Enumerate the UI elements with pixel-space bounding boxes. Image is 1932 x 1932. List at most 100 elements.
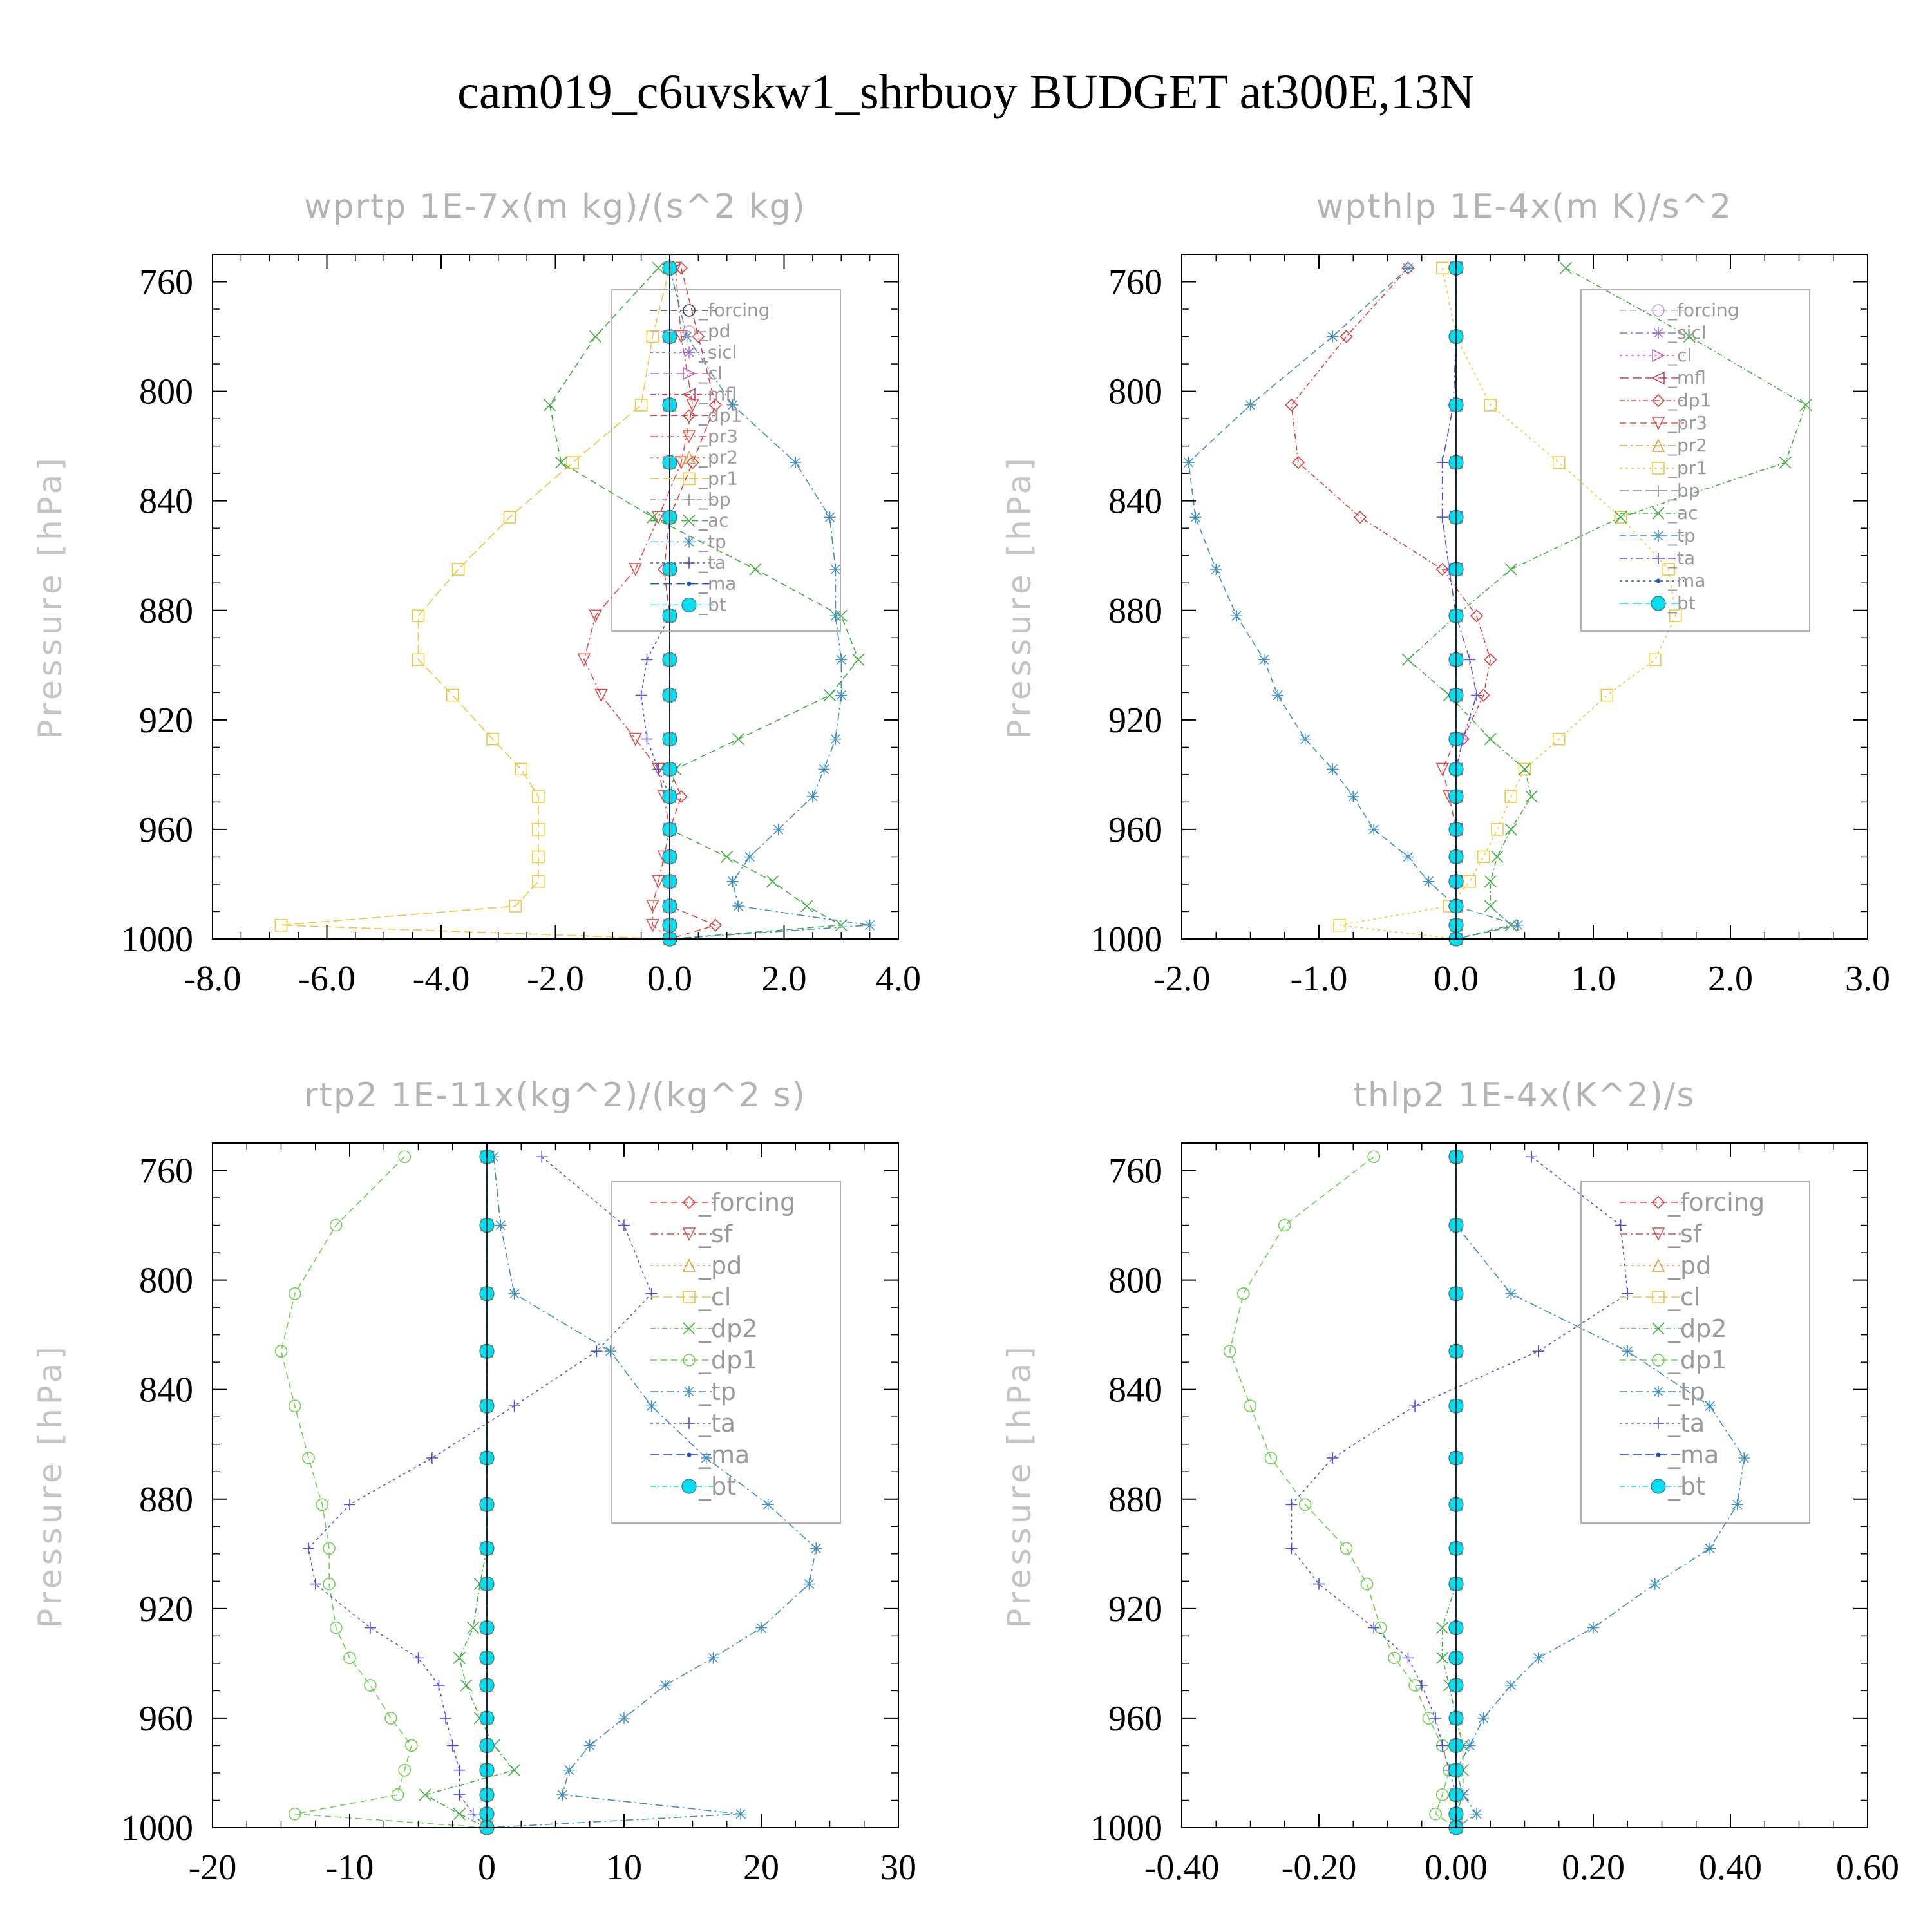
legend-label: _pr1 [698, 468, 738, 489]
data-point [1298, 1498, 1312, 1511]
data-point [1244, 1399, 1257, 1412]
data-point [398, 1763, 412, 1777]
x-tick-label: -8.0 [184, 959, 242, 999]
data-point [618, 1712, 630, 1724]
legend-label: _ta [698, 552, 726, 573]
data-point [566, 456, 579, 469]
legend-marker [1653, 327, 1664, 339]
data-point [806, 790, 819, 802]
legend-marker [682, 1195, 696, 1209]
legend-marker [683, 304, 696, 317]
y-tick-label: 960 [1108, 810, 1162, 850]
legend-marker [682, 430, 696, 444]
x-tick-label: -2.0 [527, 959, 584, 999]
data-point [1210, 563, 1222, 575]
data-point [652, 261, 665, 274]
x-tick-label: -10 [326, 1848, 374, 1888]
legend-label: _mfl [698, 384, 737, 405]
data-point [1552, 456, 1566, 469]
chart-panel: rtp2 1E-11x(kg^2)/(kg^2 s) Pressure [hPa]… [32, 1076, 916, 1888]
series-line [549, 267, 859, 940]
data-point [303, 1542, 315, 1555]
x-tick-label: 20 [743, 1848, 779, 1888]
data-point [1327, 330, 1339, 343]
data-point [674, 261, 688, 275]
legend-marker [1651, 439, 1665, 452]
data-point [1532, 1345, 1544, 1358]
data-point [532, 875, 545, 888]
data-point [659, 1679, 671, 1691]
data-point [316, 1498, 329, 1511]
data-point [1402, 851, 1414, 863]
legend-marker [1652, 1354, 1665, 1367]
data-point [829, 733, 842, 745]
data-point [1518, 762, 1531, 775]
data-point [1704, 1400, 1716, 1412]
data-point [1464, 654, 1476, 666]
data-point [391, 1788, 404, 1801]
legend-marker [682, 409, 696, 422]
data-point [772, 823, 784, 835]
series-line [280, 1156, 488, 1828]
data-point [1464, 1739, 1476, 1752]
panel-title: rtp2 1E-11x(kg^2)/(kg^2 s) [304, 1076, 806, 1115]
data-point [634, 399, 648, 412]
series-line [1188, 267, 1520, 940]
y-tick-label: 760 [1108, 1151, 1162, 1191]
data-point [829, 610, 842, 622]
data-point [1436, 1739, 1448, 1752]
legend-label: _tp [1667, 525, 1696, 546]
data-point [453, 1788, 466, 1801]
data-point [1327, 1452, 1339, 1464]
x-tick-label: 0.0 [1434, 959, 1479, 999]
data-point [1484, 733, 1497, 746]
y-tick-label: 840 [139, 1370, 193, 1410]
data-point [721, 850, 734, 864]
y-tick-label: 880 [1108, 591, 1162, 631]
figure-title: cam019_c6uvskw1_shrbuoy BUDGET at300E,13… [457, 65, 1475, 119]
legend-label: _pr2 [698, 447, 738, 468]
legend-label: _pd [698, 321, 731, 342]
data-point [509, 900, 522, 913]
data-point [1484, 653, 1497, 667]
legend-marker [1651, 1195, 1665, 1209]
data-point [645, 1287, 658, 1300]
data-point [1429, 1807, 1442, 1821]
data-point [583, 1739, 596, 1752]
data-point [1436, 1622, 1449, 1634]
x-tick-label: -6.0 [298, 959, 355, 999]
legend-marker [681, 597, 697, 612]
legend-marker [1651, 1227, 1665, 1241]
data-point [1484, 399, 1497, 412]
legend-marker [1656, 578, 1661, 583]
data-point [1669, 609, 1682, 623]
legend-marker [1653, 553, 1664, 564]
data-point [641, 654, 653, 666]
x-tick-label: 0 [478, 1848, 496, 1888]
y-tick-label: 920 [1108, 701, 1162, 741]
data-point [1333, 918, 1346, 932]
legend-marker [683, 1354, 696, 1367]
data-point [1649, 653, 1662, 667]
legend-label: _cl [698, 363, 723, 384]
data-point [1622, 1345, 1634, 1358]
legend-label: _dp1 [1667, 390, 1711, 411]
y-tick-label: 760 [139, 263, 193, 303]
legend-label: _ta [698, 1409, 735, 1437]
data-point [646, 511, 659, 524]
data-point [1285, 398, 1298, 412]
legend-label: _pr3 [698, 426, 738, 447]
data-point [1402, 262, 1414, 274]
data-point [1511, 919, 1524, 931]
data-point [364, 1622, 376, 1634]
legend-label: _sicl [698, 341, 737, 363]
data-point [1526, 1151, 1538, 1163]
data-point [726, 399, 739, 411]
legend-marker [683, 557, 695, 569]
data-point [302, 1452, 315, 1464]
legend-label: _sicl [1667, 322, 1707, 343]
data-point [329, 1621, 343, 1634]
data-point [1600, 688, 1614, 702]
chart-panel: wpthlp 1E-4x(m K)/s^2 Pressure [hPa] -2.0 -… [1001, 187, 1890, 999]
legend-label: _ac [698, 510, 729, 531]
